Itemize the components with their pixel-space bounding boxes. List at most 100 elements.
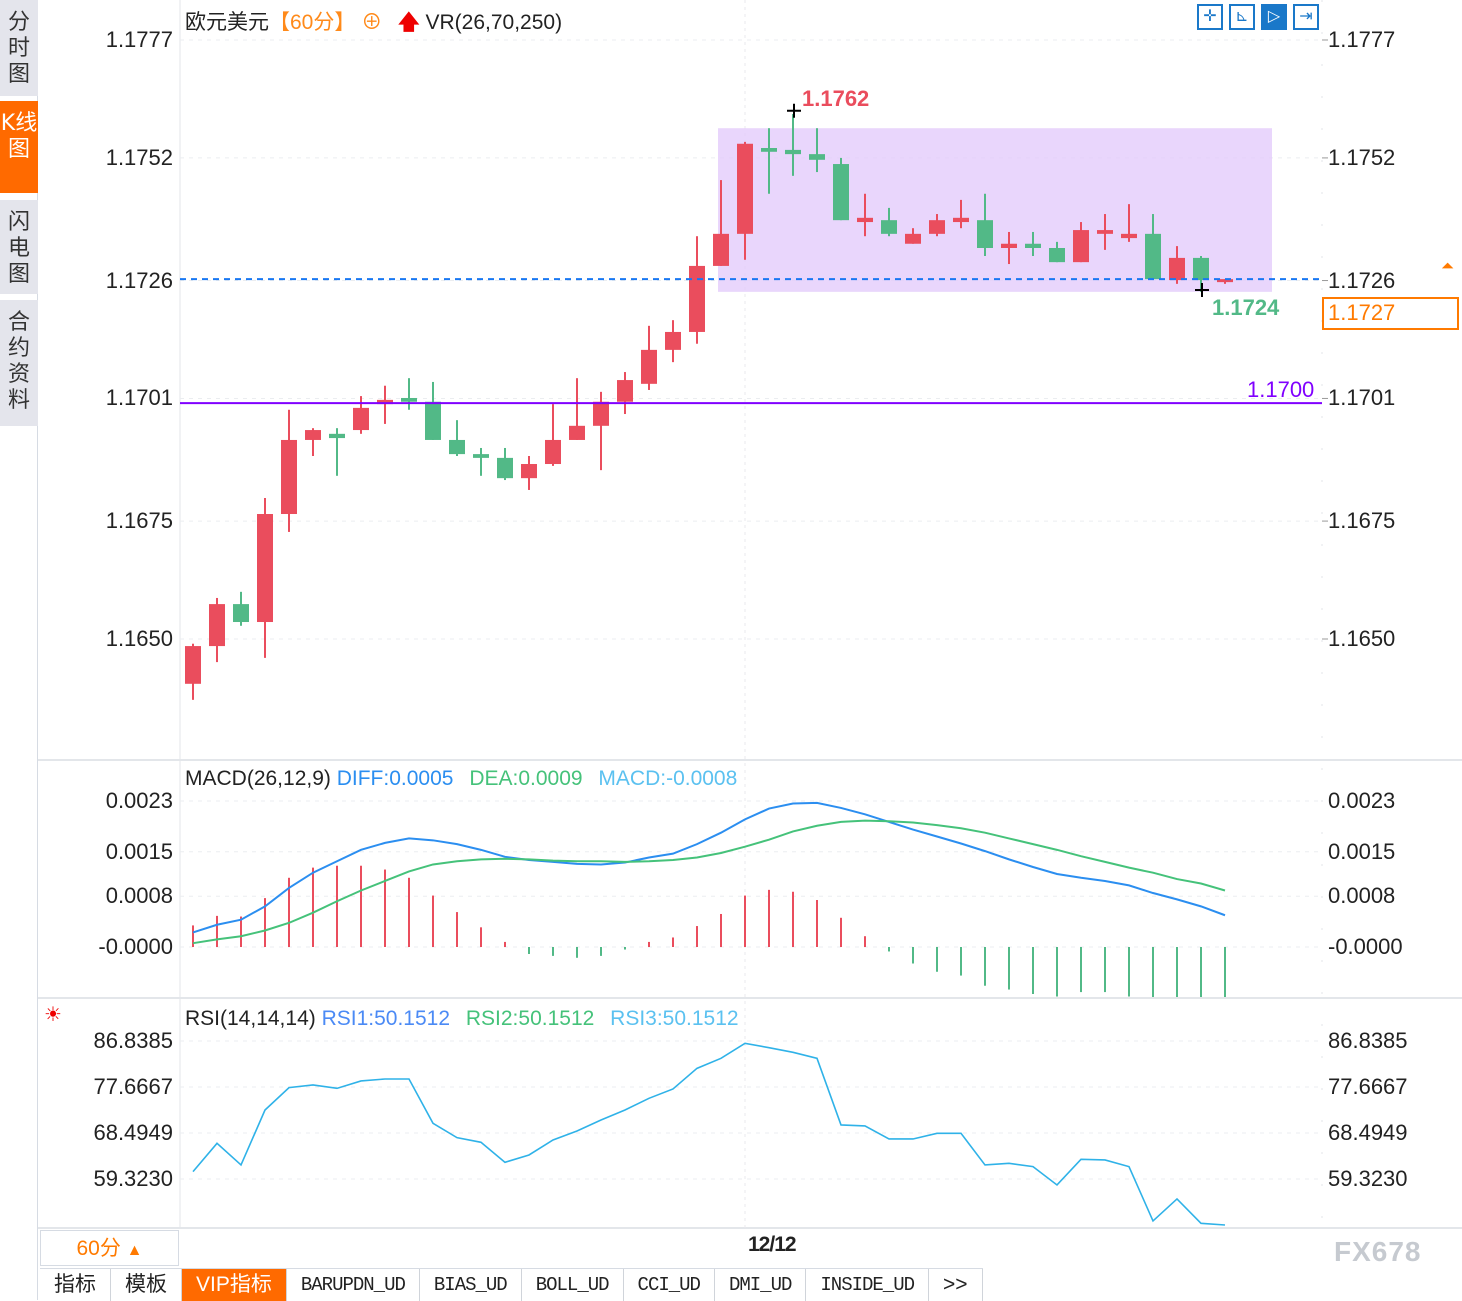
candle-up bbox=[521, 464, 537, 479]
red-up-arrow-icon: 🡅 bbox=[398, 11, 420, 34]
sidebar-tab-timeshare[interactable]: 分时图 bbox=[0, 0, 38, 96]
candle-down bbox=[1145, 233, 1161, 280]
candle-up bbox=[641, 349, 657, 384]
low-marker-icon bbox=[1195, 282, 1209, 297]
macd-axis-label-right: 0.0023 bbox=[1328, 787, 1396, 813]
candle-down bbox=[329, 433, 345, 439]
candle-up bbox=[569, 425, 585, 440]
candle-down bbox=[785, 149, 801, 155]
indicator-tab[interactable]: BIAS_UD bbox=[419, 1269, 522, 1301]
candle-up bbox=[1001, 243, 1017, 248]
rsi-axis-label: 59.3230 bbox=[93, 1165, 173, 1191]
rsi-title: RSI(14,14,14) bbox=[185, 1007, 316, 1030]
candle-down bbox=[497, 457, 513, 479]
period-selector-label: 60分 bbox=[76, 1237, 121, 1260]
caret-up-icon: ▲ bbox=[126, 1242, 143, 1259]
macd-axis-label: -0.0000 bbox=[98, 934, 173, 959]
macd-axis-label: 0.0023 bbox=[105, 787, 173, 813]
expand-up-icon[interactable]: ⏶ bbox=[1441, 258, 1454, 275]
macd-axis-label-right: 0.0008 bbox=[1328, 883, 1396, 909]
candle-down bbox=[1025, 243, 1041, 248]
candle-up bbox=[857, 217, 873, 223]
indicator-tab[interactable]: 模板 bbox=[111, 1269, 182, 1301]
candle-down bbox=[1049, 247, 1065, 263]
candle-up bbox=[545, 439, 561, 465]
price-axis-label: 1.1701 bbox=[105, 385, 173, 411]
candle-up bbox=[1217, 279, 1233, 283]
indicator-tab[interactable]: INSIDE_UD bbox=[806, 1269, 930, 1301]
candle-up bbox=[305, 430, 321, 440]
candle-up bbox=[929, 220, 945, 234]
play-range-icon[interactable]: ▷ bbox=[1261, 4, 1287, 30]
high-marker-icon bbox=[787, 103, 801, 118]
symbol-name: 欧元美元 bbox=[185, 11, 269, 34]
sidebar-tab-flash[interactable]: 闪电图 bbox=[0, 200, 38, 294]
price-axis-label: 1.1675 bbox=[105, 508, 173, 534]
low-price-label: 1.1724 bbox=[1212, 295, 1280, 320]
rsi-axis-label-right: 86.8385 bbox=[1328, 1028, 1408, 1053]
price-axis-label-right: 1.1675 bbox=[1328, 508, 1396, 534]
price-axis-label: 1.1726 bbox=[105, 267, 173, 293]
rsi3-label: RSI3:50.1512 bbox=[610, 1007, 739, 1030]
crosshair-icon[interactable]: ✛ bbox=[1197, 4, 1223, 30]
range-box bbox=[718, 128, 1272, 292]
candle-up bbox=[665, 331, 681, 350]
candle-down bbox=[881, 220, 897, 234]
rsi-axis-label-right: 77.6667 bbox=[1328, 1073, 1408, 1099]
sidebar-tab-contract-info[interactable]: 合约资料 bbox=[0, 300, 38, 426]
price-axis-label: 1.1777 bbox=[105, 27, 173, 52]
price-axis-label-right: 1.1650 bbox=[1328, 625, 1396, 651]
candle-up bbox=[689, 265, 705, 332]
indicator-tab[interactable]: BARUPDN_UD bbox=[286, 1269, 420, 1301]
candle-down bbox=[1193, 257, 1209, 281]
sidebar: 分时图 K线图 闪电图 合约资料 bbox=[0, 0, 38, 1300]
candle-up bbox=[209, 604, 225, 647]
macd-axis-label: 0.0015 bbox=[105, 838, 173, 864]
macd-axis-label: 0.0008 bbox=[105, 883, 173, 909]
macd-axis-label-right: -0.0000 bbox=[1328, 934, 1403, 959]
candle-down bbox=[977, 220, 993, 248]
chart-header: 欧元美元【60分】 ⊕ 🡅 VR(26,70,250) bbox=[185, 6, 562, 43]
macd-header: MACD(26,12,9) DIFF:0.0005 DEA:0.0009 MAC… bbox=[185, 767, 737, 791]
candle-up bbox=[953, 217, 969, 223]
macd-dea-label: DEA:0.0009 bbox=[469, 767, 583, 790]
candle-up bbox=[593, 401, 609, 426]
price-axis-label-right: 1.1726 bbox=[1328, 267, 1396, 293]
indicator-tab[interactable]: >> bbox=[929, 1269, 983, 1301]
period-selector[interactable]: 60分 ▲ bbox=[40, 1230, 179, 1266]
candle-down bbox=[233, 604, 249, 623]
candle-up bbox=[1097, 230, 1113, 234]
candle-up bbox=[1073, 230, 1089, 263]
price-axis-label-right: 1.1777 bbox=[1328, 27, 1396, 52]
rsi-header: RSI(14,14,14) RSI1:50.1512 RSI2:50.1512 … bbox=[185, 1007, 739, 1031]
scroll-right-icon[interactable]: ⇥ bbox=[1293, 4, 1319, 30]
rsi-axis-label-right: 68.4949 bbox=[1328, 1119, 1408, 1145]
candle-up bbox=[737, 143, 753, 234]
rsi-axis-label: 86.8385 bbox=[93, 1028, 173, 1053]
candle-down bbox=[449, 439, 465, 455]
hline-price-label: 1.1700 bbox=[1247, 377, 1315, 402]
indicator-tab[interactable]: 指标 bbox=[40, 1269, 111, 1301]
indicator-tab[interactable]: CCI_UD bbox=[623, 1269, 715, 1301]
watermark: FX678 bbox=[1334, 1236, 1422, 1267]
settings-sun-icon[interactable]: ☀ bbox=[44, 1004, 62, 1026]
candle-up bbox=[257, 514, 273, 623]
indicator-tab[interactable]: BOLL_UD bbox=[521, 1269, 624, 1301]
candle-up bbox=[281, 439, 297, 515]
date-axis-label: 12/12 bbox=[748, 1233, 797, 1256]
sidebar-tab-kline[interactable]: K线图 bbox=[0, 101, 38, 193]
candle-down bbox=[473, 454, 489, 458]
rsi1-label: RSI1:50.1512 bbox=[321, 1007, 451, 1030]
high-price-label: 1.1762 bbox=[802, 86, 870, 111]
add-indicator-icon[interactable]: ⊕ bbox=[361, 11, 383, 34]
indicator-tab[interactable]: VIP指标 bbox=[182, 1269, 287, 1301]
macd-diff-line bbox=[192, 801, 1226, 934]
candle-down bbox=[401, 397, 417, 402]
range-select-icon[interactable]: ⊾ bbox=[1229, 4, 1255, 30]
candle-down bbox=[761, 148, 777, 152]
candle-down bbox=[425, 401, 441, 440]
macd-dea-line bbox=[192, 819, 1226, 945]
indicator-tab[interactable]: DMI_UD bbox=[714, 1269, 807, 1301]
candle-down bbox=[833, 164, 849, 221]
